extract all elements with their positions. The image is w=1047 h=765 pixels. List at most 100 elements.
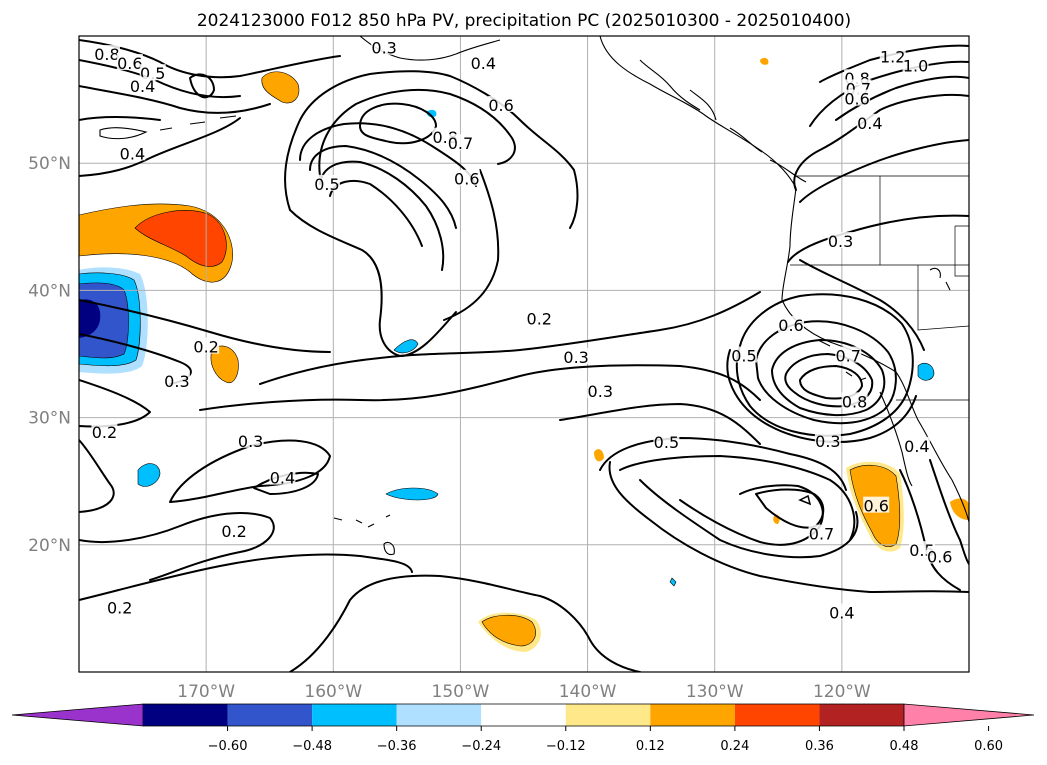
contour-label-bg <box>808 524 835 541</box>
contour-label-bg <box>453 169 480 186</box>
contour-label: 1.2 <box>880 48 905 67</box>
contour-label-bg <box>844 89 871 106</box>
x-tick-label: 120°W <box>813 682 871 702</box>
y-tick-label: 40°N <box>28 281 71 301</box>
contour-label: 0.6 <box>927 548 952 567</box>
y-tick-label: 30°N <box>28 409 71 429</box>
y-tick-label: 20°N <box>28 536 71 556</box>
colorbar-box <box>819 704 904 726</box>
contour-label: 0.3 <box>828 232 853 251</box>
contour-label-bg <box>926 547 953 564</box>
contour-label-bg <box>587 382 614 399</box>
colorbar: −0.60 −0.48 −0.36 −0.24 −0.12 0.12 0.24 0.36 0.4… <box>11 703 1035 754</box>
colorbar-extend-max <box>903 703 1035 727</box>
contour-label: 0.7 <box>809 525 834 544</box>
contour-label: 0.4 <box>270 469 295 488</box>
contour-label: 0.3 <box>238 432 263 451</box>
contour-label-bg <box>163 371 190 388</box>
contour-label-bg <box>371 38 398 55</box>
contour-label: 0.2 <box>527 310 552 329</box>
contour-label: 0.8 <box>842 392 867 411</box>
contour-label-bg <box>139 64 166 81</box>
colorbar-box <box>481 704 566 726</box>
contour-label-bg <box>835 346 862 363</box>
contour-label: 0.6 <box>117 54 142 73</box>
contour-label: 0.4 <box>857 114 882 133</box>
contour-label-bg <box>488 95 515 112</box>
contour-label-bg <box>563 347 590 364</box>
x-tick-label: 170°W <box>177 682 235 702</box>
colorbar-tick-label: 0.24 <box>720 739 749 754</box>
colorbar-tick-label: −0.24 <box>461 739 501 754</box>
colorbar-tick-label: −0.36 <box>377 739 417 754</box>
contour-label: 1.0 <box>903 57 928 76</box>
x-axis-ticks: 170°W 160°W 150°W 140°W 130°W 120°W <box>177 682 871 702</box>
colorbar-box <box>396 704 482 726</box>
contour-label-bg <box>828 603 855 620</box>
colorbar-box <box>143 704 228 726</box>
contour-label-bg <box>119 144 146 161</box>
colorbar-tick-label: −0.12 <box>546 739 586 754</box>
contour-label-bg <box>778 316 804 333</box>
contour-label: 0.5 <box>731 347 756 366</box>
contour-label: 0.6 <box>488 96 513 115</box>
contour-label: 0.6 <box>863 497 888 516</box>
contour-label: 0.2 <box>92 423 117 442</box>
contour-label-bg <box>653 433 680 450</box>
contour-label: 0.5 <box>314 175 339 194</box>
colorbar-tick-label: −0.60 <box>208 739 248 754</box>
colorbar-box <box>227 704 313 726</box>
contour-label-bg <box>863 496 890 513</box>
colorbar-tick-label: 0.36 <box>805 739 834 754</box>
contour-label: 0.4 <box>120 144 145 163</box>
contour-label-bg <box>93 45 120 62</box>
contour-label: 0.6 <box>778 316 803 335</box>
contour-label-bg <box>856 113 883 130</box>
contour-label: 0.3 <box>588 382 613 401</box>
contour-label-bg <box>447 134 474 151</box>
contour-label: 0.3 <box>164 372 189 391</box>
contour-label-bg <box>879 47 906 64</box>
colorbar-tick-label: −0.48 <box>292 739 332 754</box>
contour-label: 0.4 <box>130 77 155 96</box>
contour-label-bg <box>827 232 854 249</box>
contour-label-bg <box>526 309 553 326</box>
colorbar-tick-label: 0.60 <box>974 739 1003 754</box>
contour-label: 0.3 <box>563 348 588 367</box>
x-tick-label: 130°W <box>686 682 744 702</box>
contour-label: 0.6 <box>454 170 479 189</box>
contour-label: 0.3 <box>815 432 840 451</box>
x-tick-label: 140°W <box>559 682 617 702</box>
colorbar-box <box>312 704 397 726</box>
contour-label: 0.2 <box>193 338 218 357</box>
contour-label-bg <box>106 598 133 615</box>
contour-label-bg <box>814 431 841 448</box>
x-tick-label: 150°W <box>432 682 490 702</box>
colorbar-tick-label: 0.12 <box>636 739 665 754</box>
y-axis-ticks: 20°N 30°N 40°N 50°N <box>28 154 71 556</box>
contour-label: 0.7 <box>835 347 860 366</box>
colorbar-tick-label: 0.48 <box>890 739 919 754</box>
contour-label: 0.4 <box>829 603 854 622</box>
contour-label: 0.2 <box>221 522 246 541</box>
contour-label: 0.4 <box>904 437 929 456</box>
colorbar-box <box>734 704 820 726</box>
contour-label-bg <box>841 392 868 409</box>
contour-label: 0.7 <box>448 134 473 153</box>
colorbar-box <box>650 704 735 726</box>
contour-labels: 0.80.60.50.40.30.40.60.80.70.40.5 0.60.20… <box>91 38 953 622</box>
map-frame <box>78 35 970 673</box>
contour-label-bg <box>116 53 143 70</box>
contour-label-bg <box>193 337 220 354</box>
contour-label-bg <box>902 56 929 73</box>
contour-label-bg <box>730 346 757 363</box>
contour-label-bg <box>313 174 340 191</box>
contour-label-bg <box>903 436 930 453</box>
contour-label-bg <box>129 76 156 93</box>
x-tick-label: 160°W <box>304 682 362 702</box>
contour-label-bg <box>269 468 296 485</box>
gridlines <box>79 36 969 672</box>
contour-label: 0.5 <box>654 433 679 452</box>
contour-label-bg <box>91 422 118 439</box>
